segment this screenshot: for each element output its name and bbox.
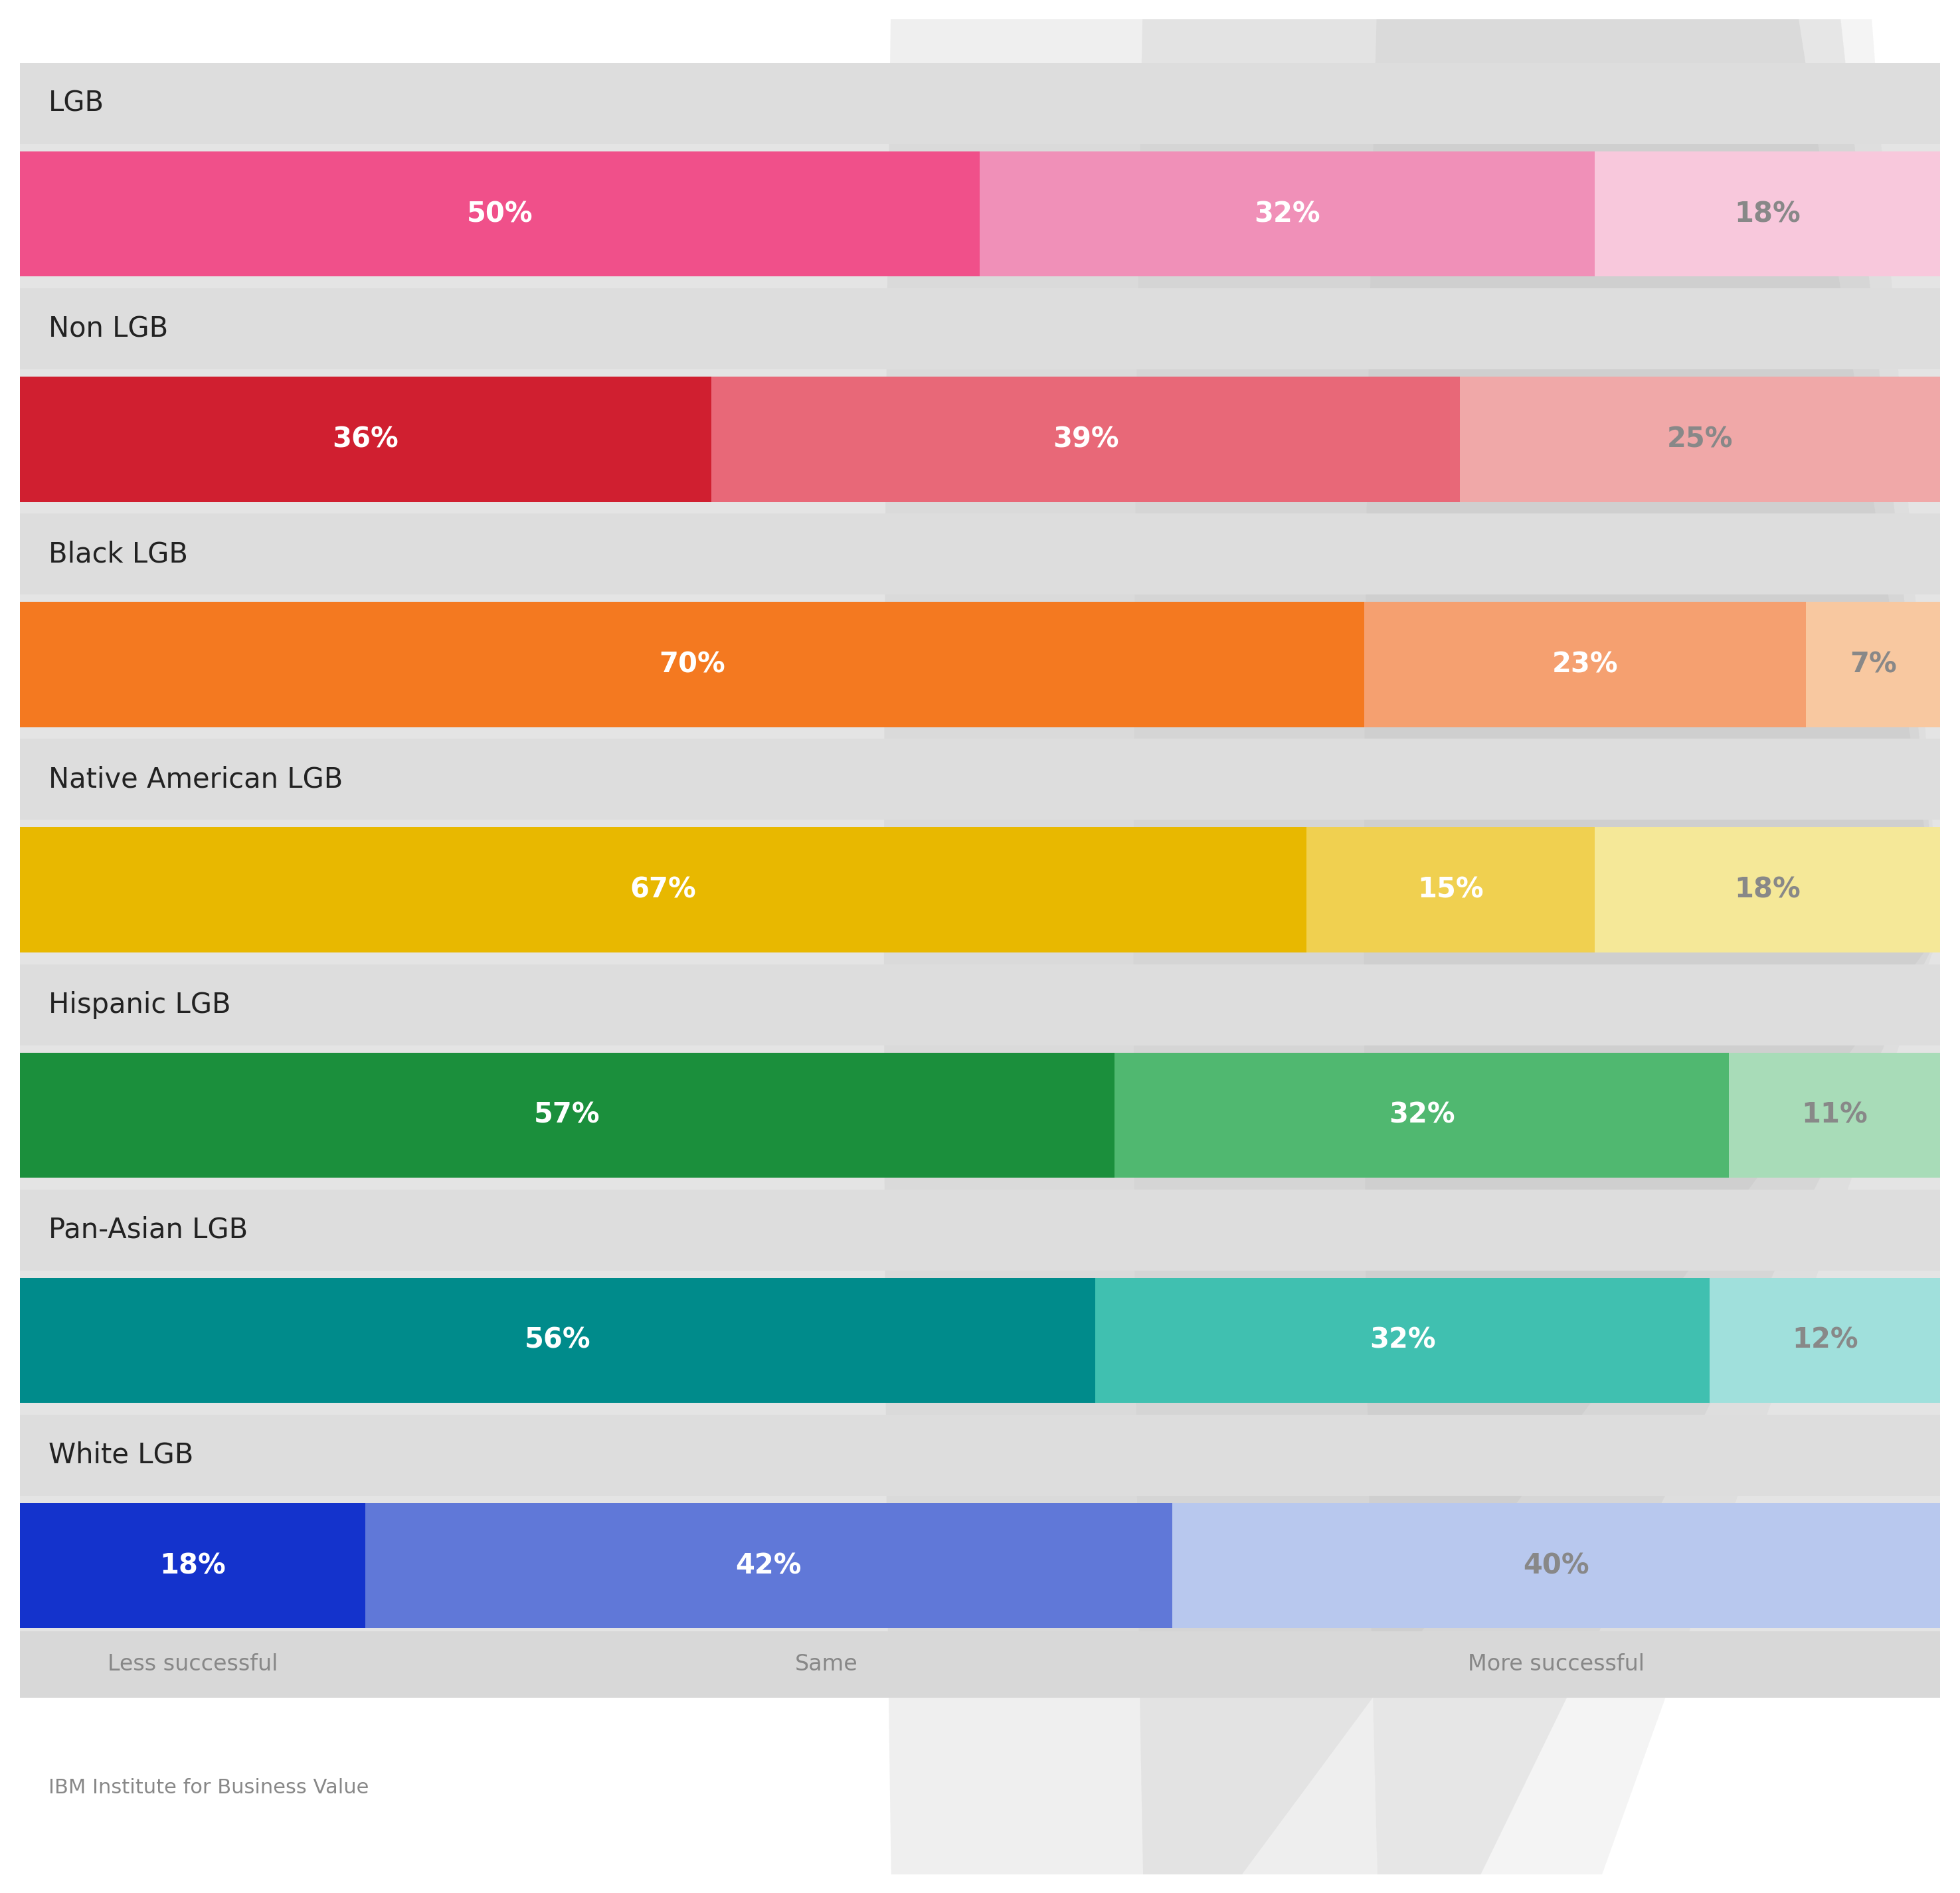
- Bar: [20, 377, 711, 502]
- Text: 57%: 57%: [533, 1102, 600, 1128]
- Text: More successful: More successful: [1468, 1653, 1644, 1675]
- Text: Less successful: Less successful: [108, 1653, 278, 1675]
- Bar: [20, 62, 1940, 144]
- Wedge shape: [884, 0, 1940, 1893]
- Bar: [1805, 602, 1940, 727]
- Bar: [1460, 377, 1940, 502]
- Bar: [20, 513, 1940, 594]
- Bar: [20, 151, 980, 276]
- Bar: [980, 151, 1595, 276]
- Text: Same: Same: [796, 1653, 858, 1675]
- Bar: [1307, 827, 1595, 952]
- Text: White LGB: White LGB: [49, 1441, 194, 1469]
- Text: 42%: 42%: [735, 1552, 802, 1579]
- Bar: [20, 1278, 1096, 1403]
- Text: 23%: 23%: [1552, 651, 1619, 678]
- Wedge shape: [1364, 0, 1940, 1698]
- Text: 56%: 56%: [525, 1327, 590, 1353]
- Bar: [1729, 1053, 1940, 1177]
- Text: 32%: 32%: [1390, 1102, 1454, 1128]
- Bar: [20, 1503, 365, 1628]
- Text: Pan-Asian LGB: Pan-Asian LGB: [49, 1215, 247, 1244]
- Text: 50%: 50%: [466, 201, 533, 227]
- Bar: [20, 827, 1307, 952]
- Text: Black LGB: Black LGB: [49, 540, 188, 568]
- Wedge shape: [1133, 0, 1940, 1893]
- Bar: [1364, 602, 1805, 727]
- Text: Non LGB: Non LGB: [49, 314, 169, 343]
- Text: 32%: 32%: [1254, 201, 1321, 227]
- Text: 18%: 18%: [1735, 876, 1801, 903]
- Text: LGB: LGB: [49, 89, 104, 117]
- Bar: [20, 602, 1364, 727]
- Bar: [20, 1414, 1940, 1495]
- FancyBboxPatch shape: [20, 62, 1940, 1698]
- Text: 18%: 18%: [159, 1552, 225, 1579]
- Bar: [20, 1632, 1940, 1698]
- Wedge shape: [884, 0, 1940, 1893]
- Text: 40%: 40%: [1523, 1552, 1590, 1579]
- Bar: [1709, 1278, 1940, 1403]
- Wedge shape: [1133, 0, 1940, 1893]
- Text: 15%: 15%: [1417, 876, 1484, 903]
- Text: 12%: 12%: [1791, 1327, 1858, 1353]
- Bar: [20, 288, 1940, 369]
- Text: 39%: 39%: [1053, 426, 1119, 452]
- Bar: [1172, 1503, 1940, 1628]
- Bar: [20, 964, 1940, 1045]
- Bar: [1595, 827, 1940, 952]
- Text: 32%: 32%: [1370, 1327, 1435, 1353]
- Bar: [1115, 1053, 1729, 1177]
- Wedge shape: [1364, 0, 1940, 1893]
- Bar: [1096, 1278, 1709, 1403]
- Text: 25%: 25%: [1668, 426, 1733, 452]
- Text: IBM Institute for Business Value: IBM Institute for Business Value: [49, 1778, 368, 1798]
- Bar: [1595, 151, 1940, 276]
- Bar: [20, 1053, 1115, 1177]
- Text: Hispanic LGB: Hispanic LGB: [49, 990, 231, 1018]
- Text: 18%: 18%: [1735, 201, 1801, 227]
- Wedge shape: [884, 0, 1940, 1893]
- Text: 36%: 36%: [331, 426, 398, 452]
- Text: 67%: 67%: [629, 876, 696, 903]
- Wedge shape: [1133, 0, 1940, 1893]
- Text: Native American LGB: Native American LGB: [49, 765, 343, 793]
- Bar: [365, 1503, 1172, 1628]
- Bar: [711, 377, 1460, 502]
- Text: 70%: 70%: [659, 651, 725, 678]
- Bar: [20, 738, 1940, 820]
- Wedge shape: [1364, 0, 1940, 1893]
- Text: 7%: 7%: [1850, 651, 1897, 678]
- Text: 11%: 11%: [1801, 1102, 1868, 1128]
- Bar: [20, 1189, 1940, 1270]
